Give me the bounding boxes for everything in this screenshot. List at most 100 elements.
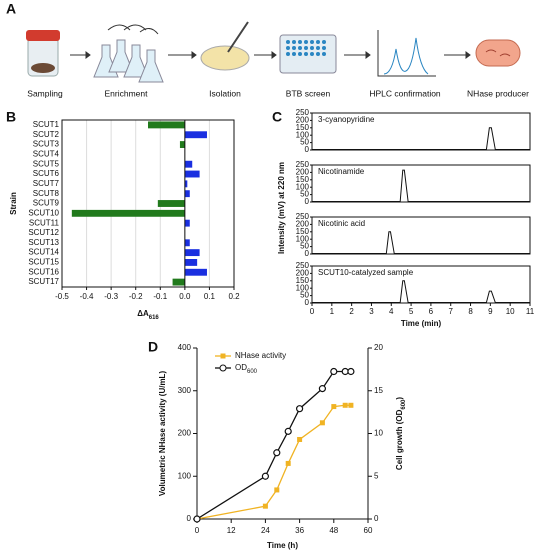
label-part: NHase activity (235, 351, 286, 360)
subscript: 600 (401, 399, 407, 410)
panel-label: A (6, 1, 16, 17)
step-label: Enrichment (105, 88, 149, 98)
bar (172, 278, 185, 286)
bar (184, 170, 200, 178)
panel-label: C (272, 109, 282, 125)
y-tick-label: 0 (305, 197, 310, 206)
y-tick-label: 200 (178, 429, 192, 438)
x-tick-label: 7 (449, 307, 454, 316)
y-tick-label: 300 (178, 386, 192, 395)
step-label: NHase producer (467, 88, 529, 98)
y-tick-label: SCUT8 (33, 189, 60, 198)
x-axis-label: Time (h) (267, 541, 298, 550)
marker (274, 487, 280, 493)
y-tick-label: SCUT5 (33, 159, 60, 168)
y-tick-label: SCUT1 (33, 120, 60, 129)
bar (157, 200, 185, 207)
x-axis-label: ΔA616 (137, 309, 159, 320)
chromatogram-line (312, 231, 530, 255)
x-axis-label: Time (min) (401, 319, 442, 328)
y2-tick-label: 20 (374, 343, 383, 352)
y-tick-label: 0 (305, 249, 310, 258)
x-tick-label: 9 (488, 307, 493, 316)
bar (184, 249, 200, 257)
y-tick-label: 100 (296, 182, 310, 191)
y-tick-label: 250 (296, 212, 310, 221)
y-tick-label: 50 (300, 291, 309, 300)
y-axis-label: Volumetric NHase activity (U/mL) (158, 371, 167, 497)
y-tick-label: SCUT14 (28, 248, 59, 257)
x-tick-label: -0.4 (80, 292, 94, 301)
x-tick-label: 6 (429, 307, 434, 316)
y-tick-label: SCUT4 (33, 149, 60, 158)
marker (193, 515, 201, 523)
y-tick-label: 50 (300, 190, 309, 199)
y2-axis-label: Cell growth (OD600) (395, 397, 406, 470)
bar (184, 180, 188, 188)
workflow-icons (26, 21, 521, 83)
marker (342, 402, 348, 408)
x-tick-label: 0 (195, 526, 200, 535)
y-tick-label: 400 (178, 343, 192, 352)
bar (184, 219, 190, 227)
x-tick-label: 48 (329, 526, 338, 535)
step-label: HPLC confirmation (369, 88, 441, 98)
y-tick-label: SCUT10 (28, 208, 59, 217)
y-tick-label: SCUT7 (33, 179, 60, 188)
y2-tick-label: 15 (374, 386, 383, 395)
x-tick-label: -0.2 (129, 292, 143, 301)
x-tick-label: 5 (409, 307, 414, 316)
step-label: Isolation (209, 88, 241, 98)
x-tick-label: 0.2 (228, 292, 240, 301)
x-tick-label: 10 (506, 307, 515, 316)
subplot-title: SCUT10-catalyzed sample (318, 268, 414, 277)
marker (348, 402, 354, 408)
y-tick-label: 50 (300, 242, 309, 251)
y-tick-label: SCUT15 (28, 258, 59, 267)
panel-label: D (148, 339, 158, 355)
marker (318, 385, 326, 393)
y-tick-label: 100 (296, 234, 310, 243)
y-tick-label: 50 (300, 138, 309, 147)
y-tick-label: 100 (296, 283, 310, 292)
label-part: OD (235, 363, 247, 372)
chromatogram-line (312, 169, 530, 203)
x-tick-label: 24 (261, 526, 270, 535)
y-axis-label: Strain (9, 192, 18, 215)
x-tick-label: 11 (526, 307, 535, 316)
series-line (196, 404, 351, 520)
subscript: 600 (247, 369, 258, 375)
y-tick-label: SCUT12 (28, 228, 59, 237)
legend-marker (219, 364, 227, 372)
y-tick-label: 200 (296, 116, 310, 125)
legend-label: NHase activity (235, 351, 286, 360)
x-tick-label: -0.1 (153, 292, 167, 301)
y-tick-label: 250 (296, 261, 310, 270)
marker (273, 449, 281, 457)
x-tick-label: -0.5 (55, 292, 69, 301)
y-tick-label: SCUT9 (33, 199, 60, 208)
step-label: BTB screen (286, 88, 331, 98)
panel-label: B (6, 109, 16, 125)
x-tick-label: 60 (364, 526, 373, 535)
legend-label: OD600 (235, 363, 258, 374)
x-tick-label: 36 (295, 526, 304, 535)
bar (179, 141, 185, 148)
x-tick-label: 8 (468, 307, 473, 316)
x-tick-label: 0 (310, 307, 315, 316)
y2-tick-label: 0 (374, 514, 379, 523)
x-tick-label: 1 (330, 307, 335, 316)
marker (331, 404, 337, 410)
y-tick-label: 150 (296, 227, 310, 236)
bar (184, 131, 207, 139)
y-axis-label: Intensity (mV) at 220 nm (277, 162, 286, 254)
y-tick-label: SCUT17 (28, 277, 59, 286)
y-tick-label: 200 (296, 220, 310, 229)
subplot-title: 3-cyanopyridine (318, 115, 375, 124)
x-tick-label: 0.0 (179, 292, 191, 301)
chromatogram-line (312, 280, 530, 304)
bar (184, 239, 190, 247)
plot-frame (61, 119, 235, 288)
y-tick-label: 200 (296, 168, 310, 177)
y-tick-label: 150 (296, 123, 310, 132)
